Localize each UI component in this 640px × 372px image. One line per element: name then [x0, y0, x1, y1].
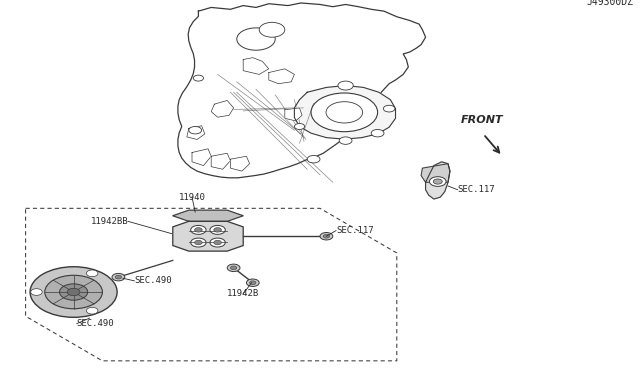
Polygon shape	[192, 149, 211, 166]
Text: J49300DZ: J49300DZ	[587, 0, 634, 7]
Circle shape	[86, 270, 98, 277]
Circle shape	[371, 129, 384, 137]
Text: 11942B: 11942B	[227, 289, 259, 298]
Polygon shape	[173, 210, 243, 221]
Circle shape	[323, 234, 330, 238]
Circle shape	[311, 93, 378, 132]
Circle shape	[210, 225, 225, 234]
Circle shape	[189, 126, 202, 134]
Circle shape	[86, 307, 98, 314]
Circle shape	[30, 267, 117, 317]
Circle shape	[214, 240, 221, 245]
Circle shape	[433, 179, 442, 184]
Text: 11942BB: 11942BB	[90, 217, 128, 226]
Text: FRONT: FRONT	[461, 115, 504, 125]
Polygon shape	[426, 162, 450, 199]
Polygon shape	[173, 221, 243, 251]
Circle shape	[195, 228, 202, 232]
Text: SEC.117: SEC.117	[336, 226, 374, 235]
Circle shape	[429, 177, 446, 186]
Text: SEC.490: SEC.490	[77, 319, 115, 328]
Polygon shape	[230, 156, 250, 171]
Circle shape	[307, 155, 320, 163]
Polygon shape	[285, 108, 302, 121]
Polygon shape	[211, 153, 230, 169]
Circle shape	[230, 266, 237, 270]
Circle shape	[112, 273, 125, 281]
Polygon shape	[269, 69, 294, 84]
Circle shape	[60, 284, 88, 300]
Circle shape	[191, 238, 206, 247]
Circle shape	[294, 124, 305, 129]
Circle shape	[115, 275, 122, 279]
Polygon shape	[421, 164, 450, 182]
Circle shape	[193, 75, 204, 81]
Circle shape	[320, 232, 333, 240]
Circle shape	[259, 22, 285, 37]
Circle shape	[191, 225, 206, 234]
Circle shape	[246, 279, 259, 286]
Text: SEC.490: SEC.490	[134, 276, 172, 285]
Circle shape	[210, 238, 225, 247]
Circle shape	[195, 240, 202, 245]
Circle shape	[383, 105, 395, 112]
Text: 11940: 11940	[179, 193, 205, 202]
Circle shape	[45, 275, 102, 309]
Circle shape	[67, 288, 80, 296]
Circle shape	[214, 228, 221, 232]
Polygon shape	[187, 126, 205, 140]
Polygon shape	[211, 100, 234, 117]
Text: SEC.117: SEC.117	[458, 185, 495, 194]
Circle shape	[31, 289, 42, 295]
Circle shape	[227, 264, 240, 272]
Circle shape	[237, 28, 275, 50]
Circle shape	[338, 81, 353, 90]
Polygon shape	[243, 58, 269, 74]
Polygon shape	[178, 3, 426, 178]
Circle shape	[339, 137, 352, 144]
Circle shape	[250, 281, 256, 285]
Polygon shape	[294, 86, 396, 139]
